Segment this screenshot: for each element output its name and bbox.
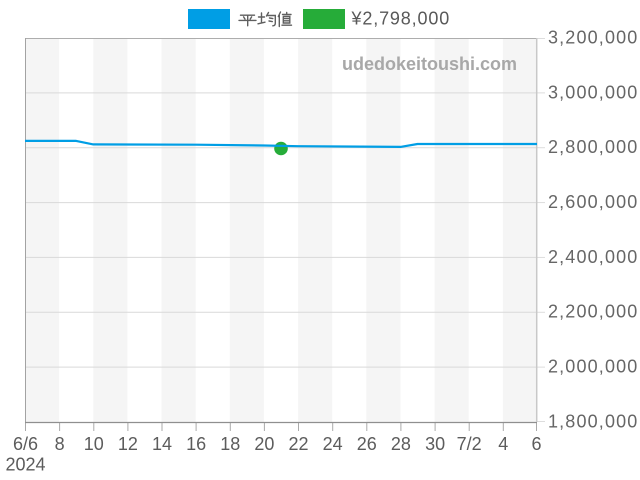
svg-text:10: 10 — [84, 434, 104, 454]
svg-text:12: 12 — [118, 434, 138, 454]
svg-text:18: 18 — [220, 434, 240, 454]
svg-text:8: 8 — [55, 434, 65, 454]
svg-text:4: 4 — [498, 434, 508, 454]
svg-text:14: 14 — [152, 434, 172, 454]
svg-text:24: 24 — [323, 434, 343, 454]
svg-text:¥2,798,000: ¥2,798,000 — [351, 8, 451, 28]
svg-text:26: 26 — [357, 434, 377, 454]
svg-text:2,000,000: 2,000,000 — [548, 357, 638, 377]
svg-text:1,800,000: 1,800,000 — [548, 411, 638, 431]
svg-text:2,400,000: 2,400,000 — [548, 247, 638, 267]
svg-text:udedokeitoushi.com: udedokeitoushi.com — [342, 54, 517, 74]
svg-text:2,600,000: 2,600,000 — [548, 192, 638, 212]
svg-text:3,200,000: 3,200,000 — [548, 28, 638, 48]
svg-text:6/6: 6/6 — [13, 434, 38, 454]
svg-text:28: 28 — [391, 434, 411, 454]
svg-text:2,200,000: 2,200,000 — [548, 302, 638, 322]
svg-text:7/2: 7/2 — [457, 434, 482, 454]
svg-text:2,800,000: 2,800,000 — [548, 137, 638, 157]
svg-text:16: 16 — [186, 434, 206, 454]
svg-text:22: 22 — [288, 434, 308, 454]
svg-text:3,000,000: 3,000,000 — [548, 82, 638, 102]
svg-text:30: 30 — [425, 434, 445, 454]
svg-text:6: 6 — [531, 434, 541, 454]
svg-text:20: 20 — [254, 434, 274, 454]
svg-text:2024: 2024 — [5, 455, 45, 475]
